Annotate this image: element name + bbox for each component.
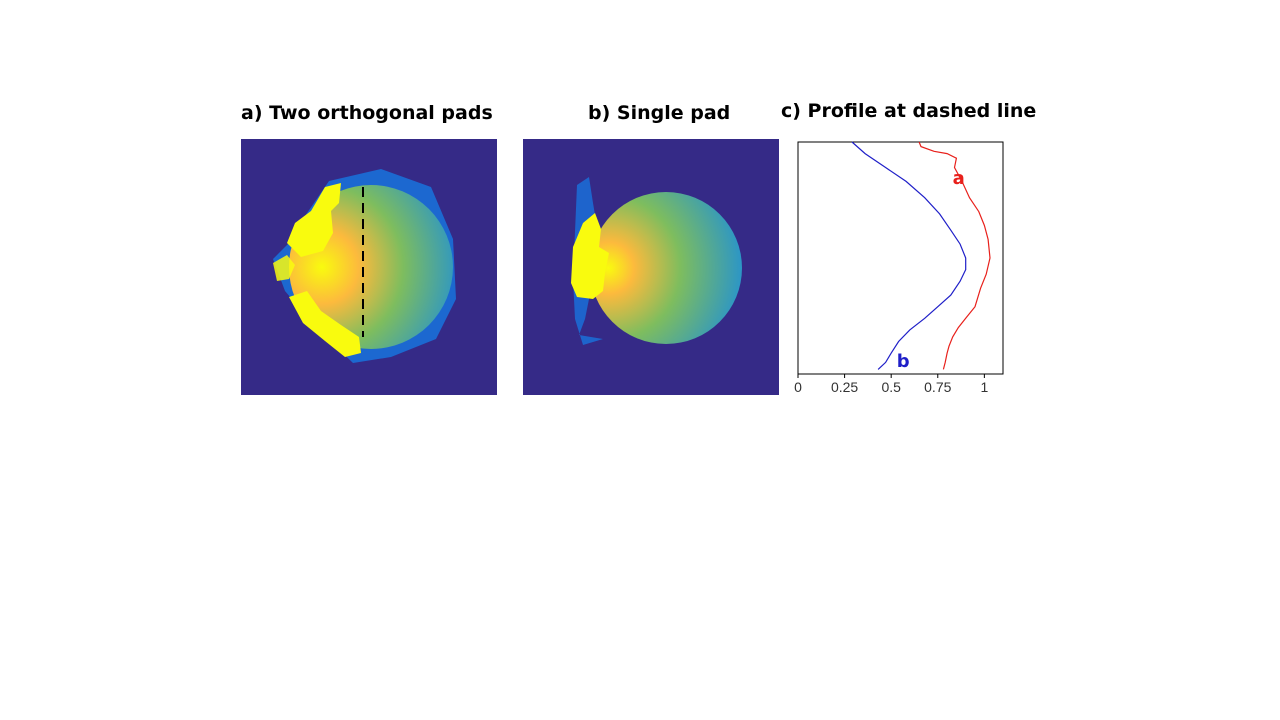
panel-a-title: a) Two orthogonal pads	[241, 102, 493, 124]
series-b-line	[851, 141, 967, 370]
profile-chart: 0 0.25 0.5 0.75 1 a b	[794, 141, 1004, 395]
x-tick-label: 0.75	[924, 379, 951, 395]
series-a-label: a	[953, 168, 965, 189]
map-b-pad	[571, 213, 609, 299]
map-a-pad-left	[273, 255, 295, 281]
x-tick-label: 0.5	[881, 379, 901, 395]
map-single-pad	[523, 139, 779, 395]
map-a-pad-lower	[289, 291, 361, 357]
map-a-pad-upper	[287, 183, 341, 257]
panel-c-title: c) Profile at dashed line	[781, 100, 1037, 122]
x-tick-label: 0.25	[831, 379, 858, 395]
panel-b-title: b) Single pad	[588, 102, 731, 124]
x-tick-label: 1	[980, 379, 988, 395]
series-a-line	[918, 141, 991, 370]
map-b-disk	[590, 192, 742, 344]
map-two-pads	[241, 139, 497, 395]
x-tick-label: 0	[794, 379, 802, 395]
plot-area	[797, 141, 1004, 375]
series-b-label: b	[897, 351, 910, 372]
